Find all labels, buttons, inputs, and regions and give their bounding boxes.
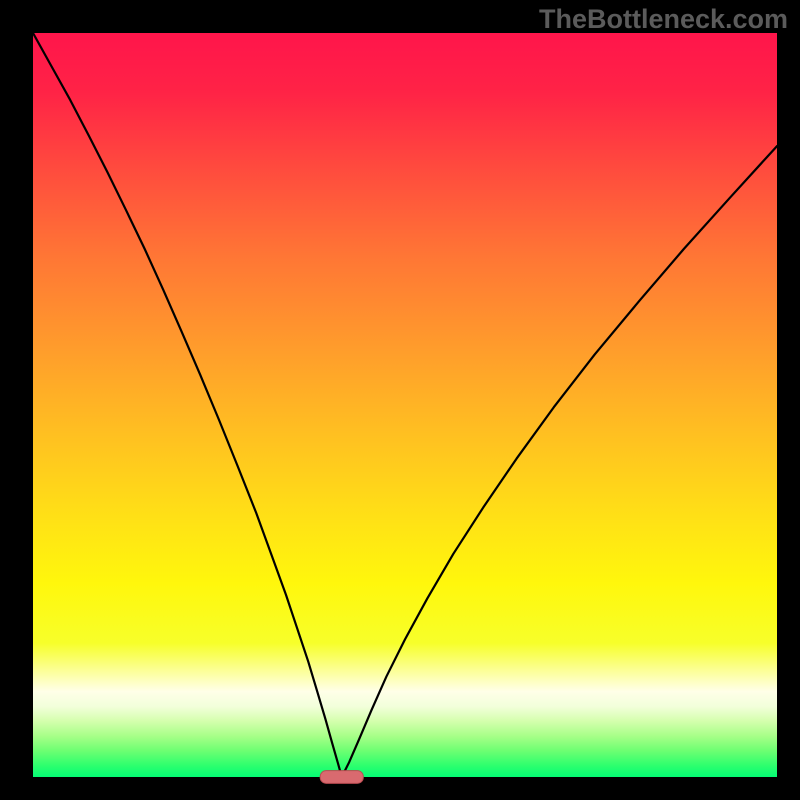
gradient-plot-area — [33, 33, 777, 777]
watermark-text: TheBottleneck.com — [539, 4, 788, 35]
chart-canvas: TheBottleneck.com — [0, 0, 800, 800]
